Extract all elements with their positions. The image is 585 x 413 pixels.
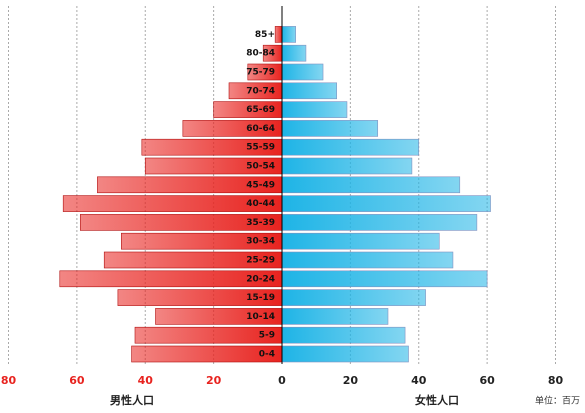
bar — [281, 120, 379, 137]
category-label: 0-4 — [259, 350, 275, 360]
category-label: 50-54 — [246, 162, 275, 172]
category-label: 65-69 — [246, 105, 275, 115]
male-axis-title: 男性人口 — [110, 393, 154, 407]
category-label: 80-84 — [246, 49, 275, 59]
bars — [59, 6, 491, 364]
category-label: 40-44 — [246, 199, 275, 209]
bar — [281, 232, 440, 250]
category-label: 10-14 — [246, 312, 275, 322]
bar — [281, 251, 454, 269]
bar — [281, 26, 296, 43]
x-tick-label: 0 — [278, 374, 286, 387]
bar — [274, 26, 283, 43]
category-label: 5-9 — [259, 331, 275, 341]
category-label: 60-64 — [246, 124, 275, 134]
x-tick-label: 60 — [479, 374, 495, 387]
category-label: 30-34 — [246, 237, 275, 247]
bar — [281, 345, 409, 363]
bar — [281, 157, 413, 175]
category-label: 45-49 — [246, 180, 275, 190]
category-label: 75-79 — [246, 68, 275, 78]
bar — [281, 138, 420, 156]
x-tick-label: 20 — [206, 374, 222, 387]
bar — [281, 214, 478, 231]
category-label: 70-74 — [246, 86, 275, 96]
labels: 0 20 40 60 80 20 40 60 80 0-4 5-9 10-14 15-19 20-24 25… — [1, 30, 564, 387]
category-label: 20-24 — [246, 274, 275, 284]
x-tick-label: 40 — [411, 374, 427, 387]
female-axis-title: 女性人口 — [415, 393, 459, 407]
bar — [281, 195, 491, 212]
bar — [281, 289, 426, 306]
category-label: 55-59 — [246, 143, 275, 153]
bar — [281, 44, 307, 62]
bar — [281, 176, 461, 194]
x-tick-label: 20 — [343, 374, 359, 387]
bar — [281, 63, 324, 81]
category-label: 35-39 — [246, 218, 275, 228]
x-tick-label: 80 — [548, 374, 564, 387]
bar — [281, 270, 488, 288]
x-tick-label: 60 — [69, 374, 85, 387]
bar — [281, 82, 338, 100]
x-tick-label: 40 — [138, 374, 154, 387]
category-label: 85+ — [255, 30, 275, 40]
category-label: 25-29 — [246, 256, 275, 266]
unit-label: 单位：百万 — [535, 395, 580, 407]
bar — [281, 308, 389, 325]
category-label: 15-19 — [246, 293, 275, 303]
bar — [281, 101, 348, 118]
x-tick-label: 80 — [1, 374, 17, 387]
bar — [281, 326, 406, 344]
